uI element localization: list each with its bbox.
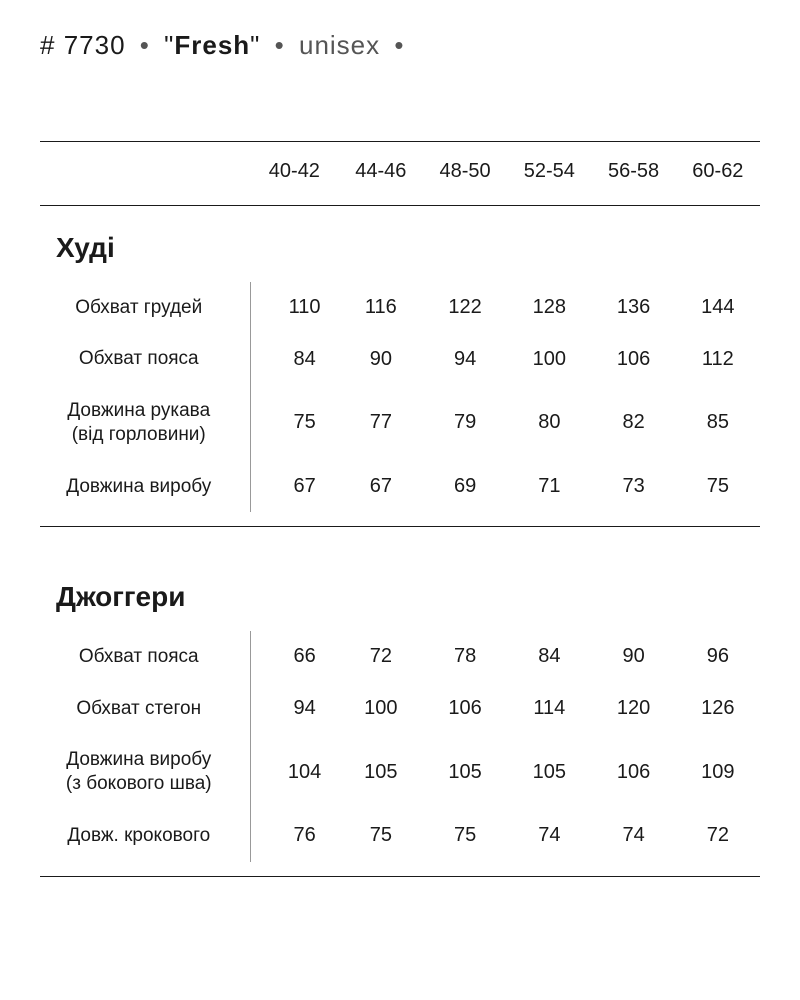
- cell-value: 144: [676, 282, 760, 334]
- cell-value: 110: [250, 282, 339, 334]
- table-row: Довжина виробу(з бокового шва)1041051051…: [40, 734, 760, 810]
- cell-value: 96: [676, 631, 760, 683]
- hash-symbol: #: [40, 30, 55, 60]
- cell-value: 100: [507, 333, 591, 385]
- cell-value: 82: [591, 385, 675, 461]
- row-label: Обхват пояса: [40, 631, 250, 683]
- cell-value: 109: [676, 734, 760, 810]
- cell-value: 105: [339, 734, 423, 810]
- product-header: # 7730 • "Fresh" • unisex •: [40, 30, 760, 61]
- size-header-row: 40-4244-4648-5052-5456-5860-62: [40, 142, 760, 205]
- cell-value: 80: [507, 385, 591, 461]
- cell-value: 112: [676, 333, 760, 385]
- bullet-3: •: [388, 30, 410, 60]
- cell-value: 94: [423, 333, 507, 385]
- cell-value: 136: [591, 282, 675, 334]
- cell-value: 120: [591, 683, 675, 735]
- cell-value: 74: [591, 810, 675, 862]
- section-title-row: Худі: [40, 220, 760, 282]
- product-number: 7730: [64, 30, 126, 60]
- row-label: Довжина рукава(від горловини): [40, 385, 250, 461]
- bullet-1: •: [134, 30, 156, 60]
- table-row: Довжина виробу676769717375: [40, 461, 760, 513]
- product-type: unisex: [299, 30, 380, 60]
- cell-value: 105: [507, 734, 591, 810]
- size-col-1: 44-46: [339, 142, 423, 205]
- table-row: Обхват пояса849094100106112: [40, 333, 760, 385]
- cell-value: 104: [250, 734, 339, 810]
- row-label: Обхват стегон: [40, 683, 250, 735]
- cell-value: 106: [591, 333, 675, 385]
- section-title: Худі: [40, 220, 760, 282]
- section-title-row: Джоггери: [40, 569, 760, 631]
- size-col-3: 52-54: [507, 142, 591, 205]
- cell-value: 84: [250, 333, 339, 385]
- section-title: Джоггери: [40, 569, 760, 631]
- cell-value: 75: [250, 385, 339, 461]
- cell-value: 106: [591, 734, 675, 810]
- cell-value: 114: [507, 683, 591, 735]
- row-label: Обхват пояса: [40, 333, 250, 385]
- size-col-5: 60-62: [676, 142, 760, 205]
- cell-value: 78: [423, 631, 507, 683]
- cell-value: 73: [591, 461, 675, 513]
- size-col-2: 48-50: [423, 142, 507, 205]
- cell-value: 116: [339, 282, 423, 334]
- cell-value: 67: [250, 461, 339, 513]
- cell-value: 126: [676, 683, 760, 735]
- table-row: Довж. крокового767575747472: [40, 810, 760, 862]
- cell-value: 105: [423, 734, 507, 810]
- cell-value: 100: [339, 683, 423, 735]
- quote-close: ": [250, 30, 260, 60]
- size-header-empty: [40, 142, 250, 205]
- table-row: Обхват стегон94100106114120126: [40, 683, 760, 735]
- cell-value: 128: [507, 282, 591, 334]
- bullet-2: •: [269, 30, 291, 60]
- cell-value: 122: [423, 282, 507, 334]
- cell-value: 74: [507, 810, 591, 862]
- cell-value: 84: [507, 631, 591, 683]
- size-col-0: 40-42: [250, 142, 339, 205]
- cell-value: 75: [339, 810, 423, 862]
- row-label: Довжина виробу: [40, 461, 250, 513]
- cell-value: 90: [339, 333, 423, 385]
- row-label: Обхват грудей: [40, 282, 250, 334]
- cell-value: 94: [250, 683, 339, 735]
- cell-value: 67: [339, 461, 423, 513]
- cell-value: 72: [676, 810, 760, 862]
- table-row: Довжина рукава(від горловини)75777980828…: [40, 385, 760, 461]
- quote-open: ": [164, 30, 174, 60]
- cell-value: 77: [339, 385, 423, 461]
- row-label: Довжина виробу(з бокового шва): [40, 734, 250, 810]
- cell-value: 72: [339, 631, 423, 683]
- cell-value: 79: [423, 385, 507, 461]
- cell-value: 85: [676, 385, 760, 461]
- cell-value: 66: [250, 631, 339, 683]
- size-col-4: 56-58: [591, 142, 675, 205]
- product-name: Fresh: [174, 30, 250, 60]
- cell-value: 90: [591, 631, 675, 683]
- cell-value: 75: [676, 461, 760, 513]
- table-row: Обхват пояса667278849096: [40, 631, 760, 683]
- table-row: Обхват грудей110116122128136144: [40, 282, 760, 334]
- row-label: Довж. крокового: [40, 810, 250, 862]
- cell-value: 76: [250, 810, 339, 862]
- cell-value: 75: [423, 810, 507, 862]
- size-chart-table: 40-4244-4648-5052-5456-5860-62ХудіОбхват…: [40, 141, 760, 877]
- cell-value: 106: [423, 683, 507, 735]
- cell-value: 69: [423, 461, 507, 513]
- cell-value: 71: [507, 461, 591, 513]
